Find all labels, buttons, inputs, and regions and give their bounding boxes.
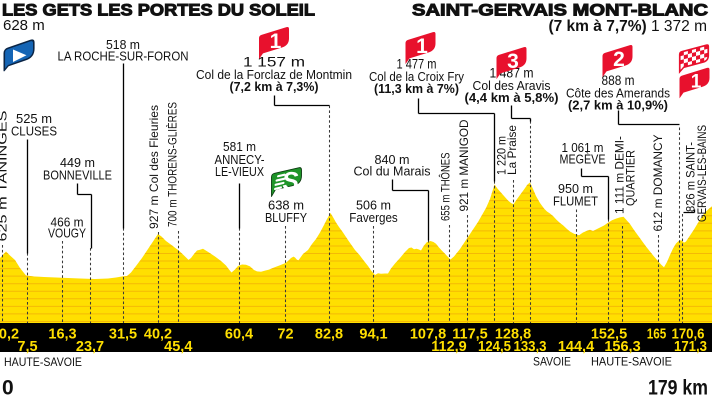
svg-text:518 m: 518 m <box>106 37 140 52</box>
svg-text:1: 1 <box>416 35 428 58</box>
svg-text:7,5: 7,5 <box>17 339 37 355</box>
svg-text:Côte des Amerands: Côte des Amerands <box>566 85 670 100</box>
svg-text:94,1: 94,1 <box>359 327 387 343</box>
svg-text:La Praise: La Praise <box>505 125 519 175</box>
svg-text:60,4: 60,4 <box>225 327 253 343</box>
svg-text:1: 1 <box>691 71 702 92</box>
svg-text:LES GETS LES PORTES DU SOLEIL: LES GETS LES PORTES DU SOLEIL <box>2 1 315 20</box>
svg-text:GERVAIS-LES-BAINS: GERVAIS-LES-BAINS <box>695 125 709 222</box>
svg-text:3: 3 <box>507 50 519 73</box>
svg-text:MEGÈVE: MEGÈVE <box>560 152 606 167</box>
svg-text:628 m: 628 m <box>3 17 45 34</box>
svg-text:950 m: 950 m <box>558 181 593 196</box>
svg-text:826 m SAINT-: 826 m SAINT- <box>684 142 698 212</box>
svg-text:612 m DOMANCY: 612 m DOMANCY <box>651 135 665 232</box>
svg-text:16,3: 16,3 <box>48 327 76 343</box>
svg-text:SAVOIE: SAVOIE <box>533 355 571 369</box>
svg-text:888 m: 888 m <box>602 73 635 88</box>
svg-text:HAUTE-SAVOIE: HAUTE-SAVOIE <box>591 355 672 369</box>
svg-text:(2,7 km à 10,9%): (2,7 km à 10,9%) <box>568 98 668 113</box>
svg-text:638 m: 638 m <box>268 198 304 213</box>
svg-text:45,4: 45,4 <box>164 339 192 355</box>
svg-text:Faverges: Faverges <box>349 210 398 225</box>
svg-text:449 m: 449 m <box>60 155 95 170</box>
svg-text:LE-VIEUX: LE-VIEUX <box>215 164 264 179</box>
svg-text:Col des Aravis: Col des Aravis <box>473 78 551 93</box>
svg-text:SAINT-GERVAIS MONT-BLANC: SAINT-GERVAIS MONT-BLANC <box>412 1 708 20</box>
svg-text:Col du Marais: Col du Marais <box>354 164 431 179</box>
svg-text:HAUTE-SAVOIE: HAUTE-SAVOIE <box>4 355 82 369</box>
svg-text:FLUMET: FLUMET <box>553 194 598 209</box>
svg-text:170,6: 170,6 <box>672 327 705 343</box>
svg-text:700 m THORENS-GLIÈRES: 700 m THORENS-GLIÈRES <box>165 102 180 227</box>
svg-text:31,5: 31,5 <box>109 327 137 343</box>
svg-text:112,9: 112,9 <box>431 339 467 355</box>
svg-text:CLUSES: CLUSES <box>11 124 57 139</box>
svg-text:40,2: 40,2 <box>144 327 172 343</box>
svg-text:BONNEVILLE: BONNEVILLE <box>43 168 112 183</box>
svg-text:0,2: 0,2 <box>0 327 19 343</box>
svg-text:840 m: 840 m <box>375 152 410 167</box>
svg-text:S: S <box>281 167 300 196</box>
svg-text:133,3: 133,3 <box>514 339 547 355</box>
svg-text:(11,3 km à 7%): (11,3 km à 7%) <box>374 81 459 96</box>
svg-text:117,5: 117,5 <box>452 327 488 343</box>
svg-text:156,3: 156,3 <box>604 339 640 355</box>
svg-text:107,8: 107,8 <box>410 327 446 343</box>
svg-text:466 m: 466 m <box>51 215 84 230</box>
svg-text:525 m: 525 m <box>16 111 52 126</box>
svg-text:72: 72 <box>277 327 293 343</box>
svg-text:581 m: 581 m <box>223 139 256 154</box>
svg-text:23,7: 23,7 <box>76 339 104 355</box>
svg-text:(7,2 km à 7,3%): (7,2 km à 7,3%) <box>230 79 319 94</box>
svg-text:128,8: 128,8 <box>495 327 531 343</box>
svg-text:1 157 m: 1 157 m <box>243 55 305 70</box>
svg-text:1: 1 <box>270 30 282 53</box>
svg-text:921 m MANIGOD: 921 m MANIGOD <box>457 119 471 211</box>
svg-text:1 061 m: 1 061 m <box>562 140 604 155</box>
svg-text:625 m TANINGES: 625 m TANINGES <box>0 111 10 242</box>
svg-text:(4,4 km à 5,8%): (4,4 km à 5,8%) <box>465 90 559 105</box>
svg-text:152,5: 152,5 <box>591 327 627 343</box>
svg-text:82,8: 82,8 <box>315 327 343 343</box>
svg-text:927 m Col des Fleuries: 927 m Col des Fleuries <box>147 105 161 229</box>
svg-text:655 m THÔNES: 655 m THÔNES <box>438 153 453 222</box>
svg-text:LA ROCHE-SUR-FORON: LA ROCHE-SUR-FORON <box>58 49 189 64</box>
svg-text:(7 km à 7,7%) 1 372 m: (7 km à 7,7%) 1 372 m <box>548 18 707 35</box>
svg-text:ANNECY-: ANNECY- <box>215 152 265 167</box>
svg-text:Col de la Forclaz de Montmin: Col de la Forclaz de Montmin <box>196 67 352 82</box>
svg-text:VOUGY: VOUGY <box>48 226 86 241</box>
svg-text:144,4: 144,4 <box>558 339 594 355</box>
svg-text:2: 2 <box>613 48 625 71</box>
svg-text:179 km: 179 km <box>648 377 708 400</box>
svg-text:QUARTIER: QUARTIER <box>624 150 638 206</box>
svg-text:165: 165 <box>647 327 667 343</box>
svg-text:1 220 m: 1 220 m <box>495 136 509 175</box>
svg-text:1 111 m DEMI-: 1 111 m DEMI- <box>613 136 627 214</box>
svg-text:171,3: 171,3 <box>674 339 707 355</box>
svg-text:Col de la Croix Fry: Col de la Croix Fry <box>369 69 464 84</box>
svg-text:506 m: 506 m <box>356 198 391 213</box>
svg-text:124,5: 124,5 <box>478 339 511 355</box>
svg-text:0: 0 <box>2 377 14 400</box>
svg-text:BLUFFY: BLUFFY <box>265 210 307 225</box>
